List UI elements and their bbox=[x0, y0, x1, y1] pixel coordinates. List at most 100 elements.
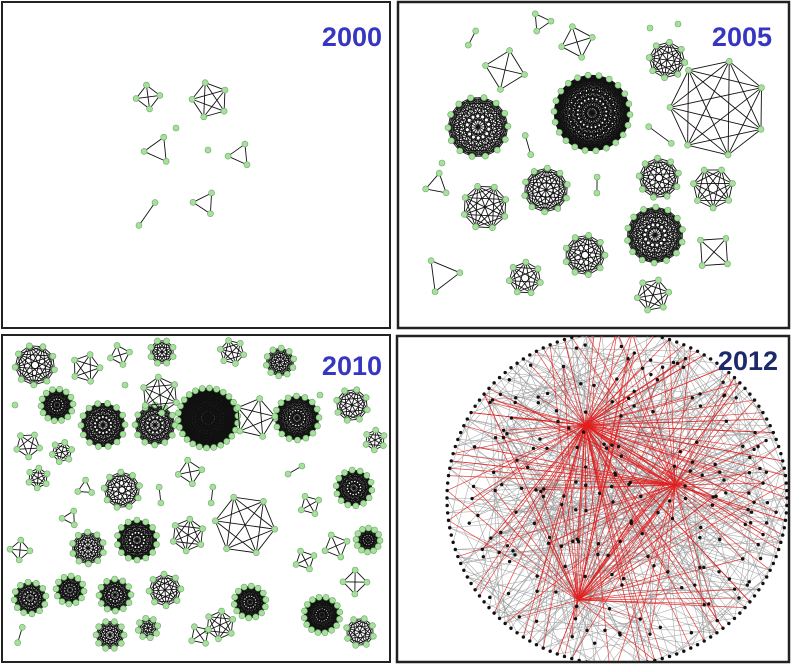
edge bbox=[120, 527, 138, 561]
edge bbox=[128, 485, 140, 507]
edge bbox=[577, 539, 718, 621]
node bbox=[315, 593, 323, 601]
node bbox=[169, 344, 177, 351]
node bbox=[447, 137, 455, 144]
node bbox=[667, 337, 672, 342]
node bbox=[120, 631, 128, 639]
edge bbox=[632, 206, 657, 253]
edge bbox=[138, 625, 158, 631]
edge bbox=[116, 407, 124, 435]
edge bbox=[274, 395, 297, 419]
node bbox=[758, 466, 762, 471]
hub-edge bbox=[584, 424, 613, 446]
node bbox=[655, 276, 662, 284]
edge bbox=[336, 605, 338, 626]
node bbox=[117, 639, 125, 647]
edge bbox=[474, 358, 524, 407]
node bbox=[702, 639, 706, 643]
edge bbox=[575, 382, 741, 483]
hub-edge bbox=[577, 358, 686, 601]
edge bbox=[40, 405, 55, 422]
node bbox=[592, 383, 596, 387]
node bbox=[352, 642, 360, 649]
edge bbox=[669, 60, 730, 108]
edge bbox=[83, 424, 126, 436]
edge bbox=[543, 534, 783, 649]
node bbox=[17, 536, 25, 544]
node bbox=[585, 660, 589, 661]
node bbox=[771, 430, 776, 435]
edge bbox=[566, 247, 606, 256]
edge bbox=[494, 606, 577, 614]
edge bbox=[687, 61, 730, 146]
node bbox=[592, 147, 600, 155]
edge bbox=[61, 578, 79, 602]
node bbox=[611, 500, 615, 504]
node bbox=[449, 533, 453, 537]
edge bbox=[107, 497, 139, 501]
node bbox=[68, 446, 76, 453]
node bbox=[605, 75, 613, 83]
node bbox=[200, 113, 208, 121]
node bbox=[718, 470, 722, 474]
hub-edge bbox=[474, 424, 586, 590]
node bbox=[674, 71, 682, 78]
node bbox=[358, 546, 365, 554]
node bbox=[126, 348, 133, 356]
edge bbox=[450, 114, 486, 157]
edge bbox=[189, 394, 239, 417]
node bbox=[449, 459, 453, 463]
edge bbox=[657, 279, 664, 308]
edge bbox=[470, 97, 505, 114]
edge bbox=[576, 348, 587, 486]
node bbox=[623, 330, 626, 333]
edge bbox=[697, 169, 722, 201]
node bbox=[528, 353, 532, 357]
edge bbox=[179, 394, 190, 428]
edge bbox=[117, 527, 153, 537]
edge bbox=[655, 206, 677, 254]
node bbox=[341, 469, 348, 476]
edge bbox=[687, 87, 762, 146]
edge bbox=[336, 493, 357, 507]
hub-edge bbox=[449, 467, 676, 486]
node bbox=[784, 511, 789, 515]
node bbox=[562, 137, 570, 144]
node bbox=[698, 565, 702, 570]
edge bbox=[641, 209, 645, 260]
node bbox=[269, 346, 277, 354]
edge bbox=[20, 584, 43, 589]
node bbox=[149, 524, 156, 531]
node bbox=[289, 364, 297, 371]
node bbox=[20, 609, 28, 617]
node bbox=[333, 490, 341, 498]
edge bbox=[214, 496, 235, 522]
node bbox=[748, 600, 752, 604]
edge bbox=[98, 626, 122, 644]
edge bbox=[351, 469, 370, 498]
edge bbox=[336, 389, 357, 401]
edge bbox=[451, 138, 506, 142]
node bbox=[630, 213, 637, 221]
node bbox=[67, 572, 75, 580]
node bbox=[360, 500, 367, 507]
edge bbox=[239, 430, 263, 437]
node bbox=[639, 185, 646, 193]
node bbox=[757, 404, 761, 408]
node bbox=[570, 336, 574, 340]
hub-edge bbox=[473, 486, 579, 601]
node bbox=[51, 417, 58, 425]
node bbox=[555, 652, 559, 656]
hub-edge bbox=[577, 467, 785, 601]
edge bbox=[688, 69, 729, 156]
edge bbox=[227, 143, 246, 157]
node bbox=[25, 478, 33, 486]
hub-edge bbox=[474, 446, 676, 486]
hub-edge bbox=[577, 382, 741, 601]
node bbox=[277, 399, 285, 407]
node bbox=[607, 607, 612, 611]
edge bbox=[117, 535, 147, 559]
node bbox=[94, 557, 102, 564]
node bbox=[761, 481, 765, 485]
node bbox=[363, 406, 371, 414]
